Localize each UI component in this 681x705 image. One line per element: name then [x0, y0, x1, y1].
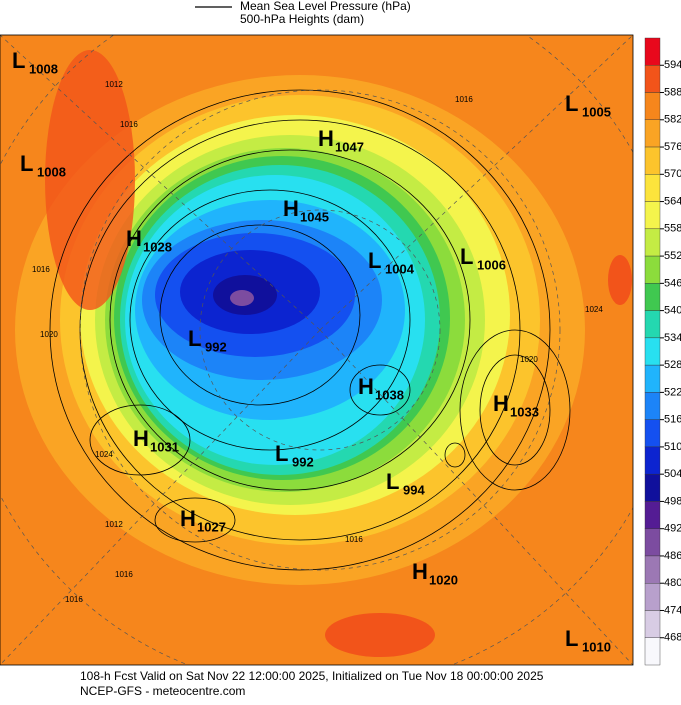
pressure-value: 1008 — [37, 164, 66, 179]
colorbar-label: 594 — [664, 59, 681, 71]
colorbar-label: 576 — [664, 141, 681, 153]
pressure-value: 1020 — [429, 572, 458, 587]
colorbar-box — [644, 419, 661, 448]
pressure-letter: H — [126, 226, 142, 251]
pressure-letter: H — [318, 126, 334, 151]
pressure-value: 1031 — [150, 439, 179, 454]
pressure-value: 1004 — [385, 261, 415, 276]
colorbar-box — [644, 473, 661, 502]
pressure-letter: L — [565, 626, 578, 651]
pressure-value: 1027 — [197, 519, 226, 534]
colorbar-label: 498 — [664, 495, 681, 507]
colorbar-label: 564 — [664, 195, 681, 207]
colorbar-label: 480 — [664, 577, 681, 589]
colorbar-box — [644, 283, 661, 311]
colorbar-box — [644, 392, 661, 420]
colorbar-label: 492 — [664, 523, 681, 535]
pressure-value: 1005 — [582, 104, 611, 119]
pressure-value: 1033 — [510, 404, 539, 419]
pressure-value: 994 — [403, 482, 425, 497]
colorbar-label: 474 — [664, 604, 681, 616]
contour-label: 1016 — [32, 265, 50, 274]
contour-label: 1024 — [95, 450, 113, 459]
pressure-letter: H — [283, 196, 299, 221]
colorbar-box — [644, 255, 661, 284]
pressure-letter: L — [565, 91, 578, 116]
pressure-letter: H — [493, 391, 509, 416]
colorbar-label: 534 — [664, 332, 681, 344]
footer-line: 108-h Fcst Valid on Sat Nov 22 12:00:00 … — [80, 669, 544, 683]
colorbar-box — [644, 555, 661, 584]
contour-label: 1016 — [120, 120, 138, 129]
contour-label: 1016 — [115, 570, 133, 579]
colorbar-label: 558 — [664, 223, 681, 235]
pressure-letter: L — [275, 441, 288, 466]
colorbar-box — [644, 610, 661, 638]
colorbar-label: 546 — [664, 277, 681, 289]
colorbar-label: 510 — [664, 441, 681, 453]
colorbar-box — [644, 37, 661, 66]
map — [0, 35, 633, 665]
colorbar-label: 468 — [664, 632, 681, 644]
colorbar-box — [644, 146, 661, 175]
colorbar-box — [644, 310, 661, 339]
colorbar-box — [644, 528, 661, 557]
pressure-letter: L — [460, 244, 473, 269]
colorbar-label: 570 — [664, 168, 681, 180]
colorbar-label: 516 — [664, 414, 681, 426]
colorbar-label: 504 — [664, 468, 681, 480]
colorbar-box — [644, 446, 661, 475]
colorbar-label: 486 — [664, 550, 681, 562]
colorbar-box — [644, 364, 661, 393]
pressure-value: 1028 — [143, 239, 172, 254]
pressure-value: 1010 — [582, 639, 611, 654]
contour-label: 1012 — [105, 80, 123, 89]
pressure-value: 1038 — [375, 387, 404, 402]
pressure-value: 1047 — [335, 139, 364, 154]
pressure-letter: H — [358, 374, 374, 399]
colorbar-box — [644, 583, 661, 611]
pressure-letter: H — [412, 559, 428, 584]
pressure-value: 992 — [292, 454, 314, 469]
pressure-letter: H — [180, 506, 196, 531]
legend-contour: Mean Sea Level Pressure (hPa) — [240, 0, 411, 13]
contour-label: 1024 — [585, 305, 603, 314]
contour-label: 1016 — [65, 595, 83, 604]
colorbar: 594 588 582 576 570 564 558 552 546 540 534 528 522 5… — [644, 37, 681, 666]
colorbar-label: 540 — [664, 305, 681, 317]
legend-fill: 500-hPa Heights (dam) — [240, 12, 364, 26]
pressure-value: 1045 — [300, 209, 329, 224]
pressure-letter: L — [386, 469, 399, 494]
pressure-letter: L — [188, 326, 201, 351]
colorbar-label: 582 — [664, 114, 681, 126]
pressure-letter: L — [368, 248, 381, 273]
colorbar-box — [644, 228, 661, 257]
contour-label: 1020 — [40, 330, 58, 339]
colorbar-box — [644, 337, 661, 366]
contour-label: 1016 — [345, 535, 363, 544]
pressure-value: 1008 — [29, 61, 58, 76]
colorbar-box — [644, 501, 661, 529]
colorbar-box — [644, 201, 661, 230]
colorbar-box — [644, 637, 661, 666]
colorbar-label: 528 — [664, 359, 681, 371]
pressure-letter: H — [133, 426, 149, 451]
footer-line: NCEP-GFS - meteocentre.com — [80, 684, 245, 698]
colorbar-box — [644, 119, 661, 148]
pressure-value: 992 — [205, 339, 227, 354]
colorbar-label: 522 — [664, 386, 681, 398]
contour-label: 1012 — [105, 520, 123, 529]
colorbar-label: 552 — [664, 250, 681, 262]
pressure-letter: L — [12, 48, 25, 73]
pressure-letter: L — [20, 151, 33, 176]
colorbar-box — [644, 174, 661, 202]
colorbar-box — [644, 65, 661, 93]
contour-label: 1020 — [520, 355, 538, 364]
colorbar-label: 588 — [664, 86, 681, 98]
pressure-value: 1006 — [477, 257, 506, 272]
colorbar-box — [644, 92, 661, 120]
contour-label: 1016 — [455, 95, 473, 104]
